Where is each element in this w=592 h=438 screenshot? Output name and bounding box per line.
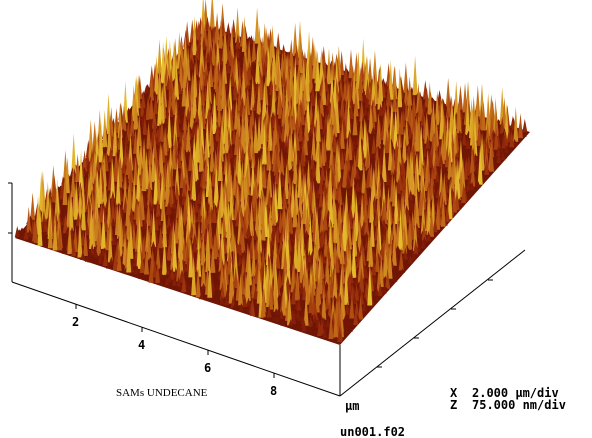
surface-texture bbox=[518, 113, 523, 138]
axis-unit: μm bbox=[345, 399, 359, 413]
x-tick-label: 6 bbox=[204, 361, 211, 375]
surface-texture bbox=[413, 56, 418, 95]
surface-texture bbox=[458, 85, 463, 110]
z-scale-label: Z bbox=[450, 398, 457, 412]
x-tick-label: 2 bbox=[72, 315, 79, 329]
surface-texture bbox=[522, 119, 527, 132]
surface-texture bbox=[30, 192, 35, 220]
surface-texture bbox=[71, 133, 76, 174]
x-tick-label: 8 bbox=[270, 384, 277, 398]
x-tick-label: 4 bbox=[138, 338, 145, 352]
caption: SAMs UNDECANE bbox=[116, 387, 208, 399]
z-scale-value: 75.000 nm/div bbox=[472, 398, 566, 412]
filename: un001.f02 bbox=[340, 425, 405, 438]
surface bbox=[15, 0, 530, 345]
